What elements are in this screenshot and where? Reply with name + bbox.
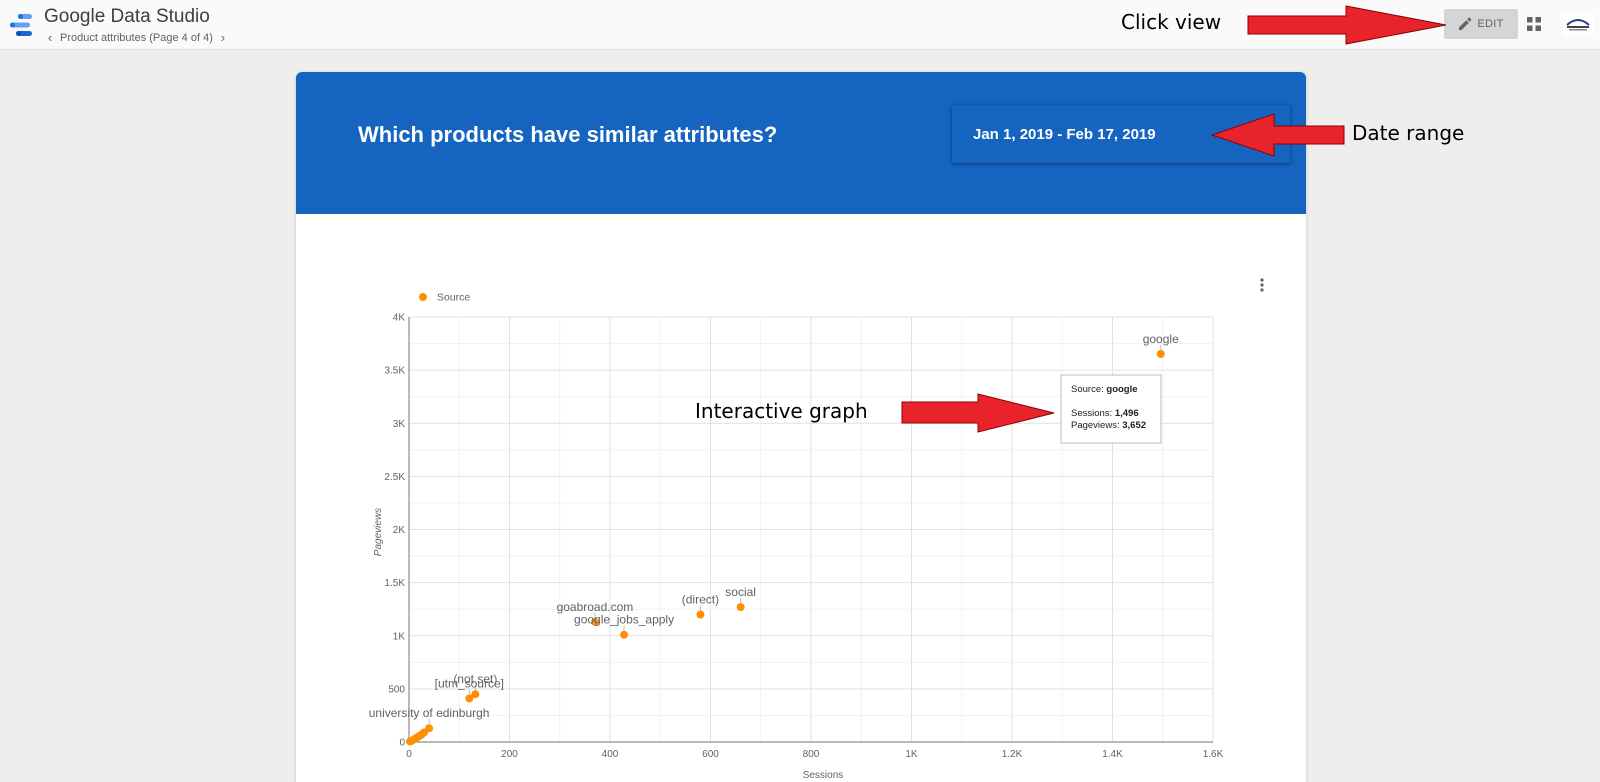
chart-legend[interactable]: Source <box>419 292 470 304</box>
data-studio-logo-icon <box>10 14 32 36</box>
app-title: Google Data Studio <box>44 6 210 27</box>
chart-tooltip: Source: google Sessions: 1,496 Pageviews… <box>1060 374 1162 444</box>
x-tick-label: 400 <box>602 749 619 760</box>
page-navigator: ‹ Product attributes (Page 4 of 4) › <box>44 30 229 46</box>
chart-point-labels: google social (direct) goabroad.comgoogle_j… <box>369 332 1179 725</box>
report-title: Which products have similar attributes? <box>358 122 778 147</box>
page-label: Product attributes (Page 4 of 4) <box>60 32 213 44</box>
annotation-click-view: Click view <box>1121 10 1222 34</box>
y-tick-label: 3K <box>393 419 406 430</box>
scatter-chart[interactable]: 0 200 400 600 800 1K 1.2K 1.4K 1.6K 0 500 1K 1.5K 2K… <box>296 72 1306 782</box>
y-axis-label: Pageviews <box>373 508 384 556</box>
y-tick-label: 3.5K <box>384 366 405 377</box>
x-axis-ticks: 0 200 400 600 800 1K 1.2K 1.4K 1.6K <box>406 749 1223 760</box>
annotation-arrow-to-tooltip-icon <box>901 393 1055 433</box>
point-label: goabroad.com <box>557 600 634 614</box>
legend-marker <box>419 293 427 301</box>
x-tick-label: 1.2K <box>1002 749 1023 760</box>
x-tick-label: 800 <box>803 749 820 760</box>
tooltip-box <box>1060 374 1162 444</box>
point-label: (not set) <box>453 672 497 686</box>
x-tick-label: 1K <box>905 749 918 760</box>
scatter-point[interactable] <box>1156 349 1165 358</box>
scatter-point[interactable] <box>471 690 480 699</box>
y-axis-ticks: 0 500 1K 1.5K 2K 2.5K 3K 3.5K 4K <box>384 313 405 749</box>
x-tick-label: 600 <box>702 749 719 760</box>
x-tick-label: 200 <box>501 749 518 760</box>
edit-button[interactable]: EDIT <box>1444 9 1518 39</box>
legend-label: Source <box>437 292 470 304</box>
scatter-point[interactable] <box>736 603 745 612</box>
y-tick-label: 1K <box>393 631 406 642</box>
point-label: university of edinburgh <box>369 706 490 720</box>
report-canvas: Which products have similar attributes? … <box>296 72 1306 782</box>
x-tick-label: 1.4K <box>1102 749 1123 760</box>
report-header: Which products have similar attributes? … <box>296 72 1306 214</box>
y-tick-label: 500 <box>388 684 405 695</box>
date-range-label: Jan 1, 2019 - Feb 17, 2019 <box>973 126 1156 143</box>
previous-page-chevron-icon[interactable]: ‹ <box>47 30 53 45</box>
annotation-date-range: Date range <box>1352 121 1465 145</box>
apps-grid-icon[interactable] <box>1526 16 1542 32</box>
account-logo-icon <box>1566 19 1590 31</box>
next-page-chevron-icon[interactable]: › <box>220 30 226 45</box>
edit-button-label: EDIT <box>1477 18 1504 30</box>
y-tick-label: 1.5K <box>384 578 405 589</box>
x-tick-label: 0 <box>406 749 412 760</box>
tooltip-source: Source: google <box>1071 384 1138 395</box>
point-label: (direct) <box>682 593 719 607</box>
scatter-point[interactable] <box>620 630 629 639</box>
annotation-interactive-graph: Interactive graph <box>695 399 868 423</box>
chart-axes <box>408 317 1213 743</box>
annotation-arrow-to-date-range-icon <box>1210 113 1345 157</box>
y-tick-label: 0 <box>399 738 405 749</box>
point-label: [utm_source] <box>435 676 504 690</box>
y-tick-label: 2K <box>393 525 406 536</box>
scatter-point[interactable] <box>465 694 474 703</box>
chart-menu-icon[interactable] <box>1256 277 1268 293</box>
scatter-point[interactable] <box>590 617 599 626</box>
chart-points <box>406 349 1165 746</box>
tooltip-pageviews: Pageviews: 3,652 <box>1071 420 1146 431</box>
y-tick-label: 2.5K <box>384 472 405 483</box>
y-tick-label: 4K <box>393 313 406 324</box>
x-tick-label: 1.6K <box>1203 749 1224 760</box>
x-axis-label: Sessions <box>803 770 844 781</box>
point-label: google_jobs_apply <box>574 613 674 627</box>
tooltip-sessions: Sessions: 1,496 <box>1071 408 1139 419</box>
account-avatar[interactable] <box>1563 13 1593 35</box>
scatter-point[interactable] <box>696 610 705 619</box>
scatter-point[interactable] <box>406 737 415 746</box>
annotation-arrow-to-edit-icon <box>1247 5 1447 45</box>
point-label: social <box>725 585 756 599</box>
pencil-icon <box>1459 17 1472 30</box>
point-label: google <box>1143 332 1179 346</box>
